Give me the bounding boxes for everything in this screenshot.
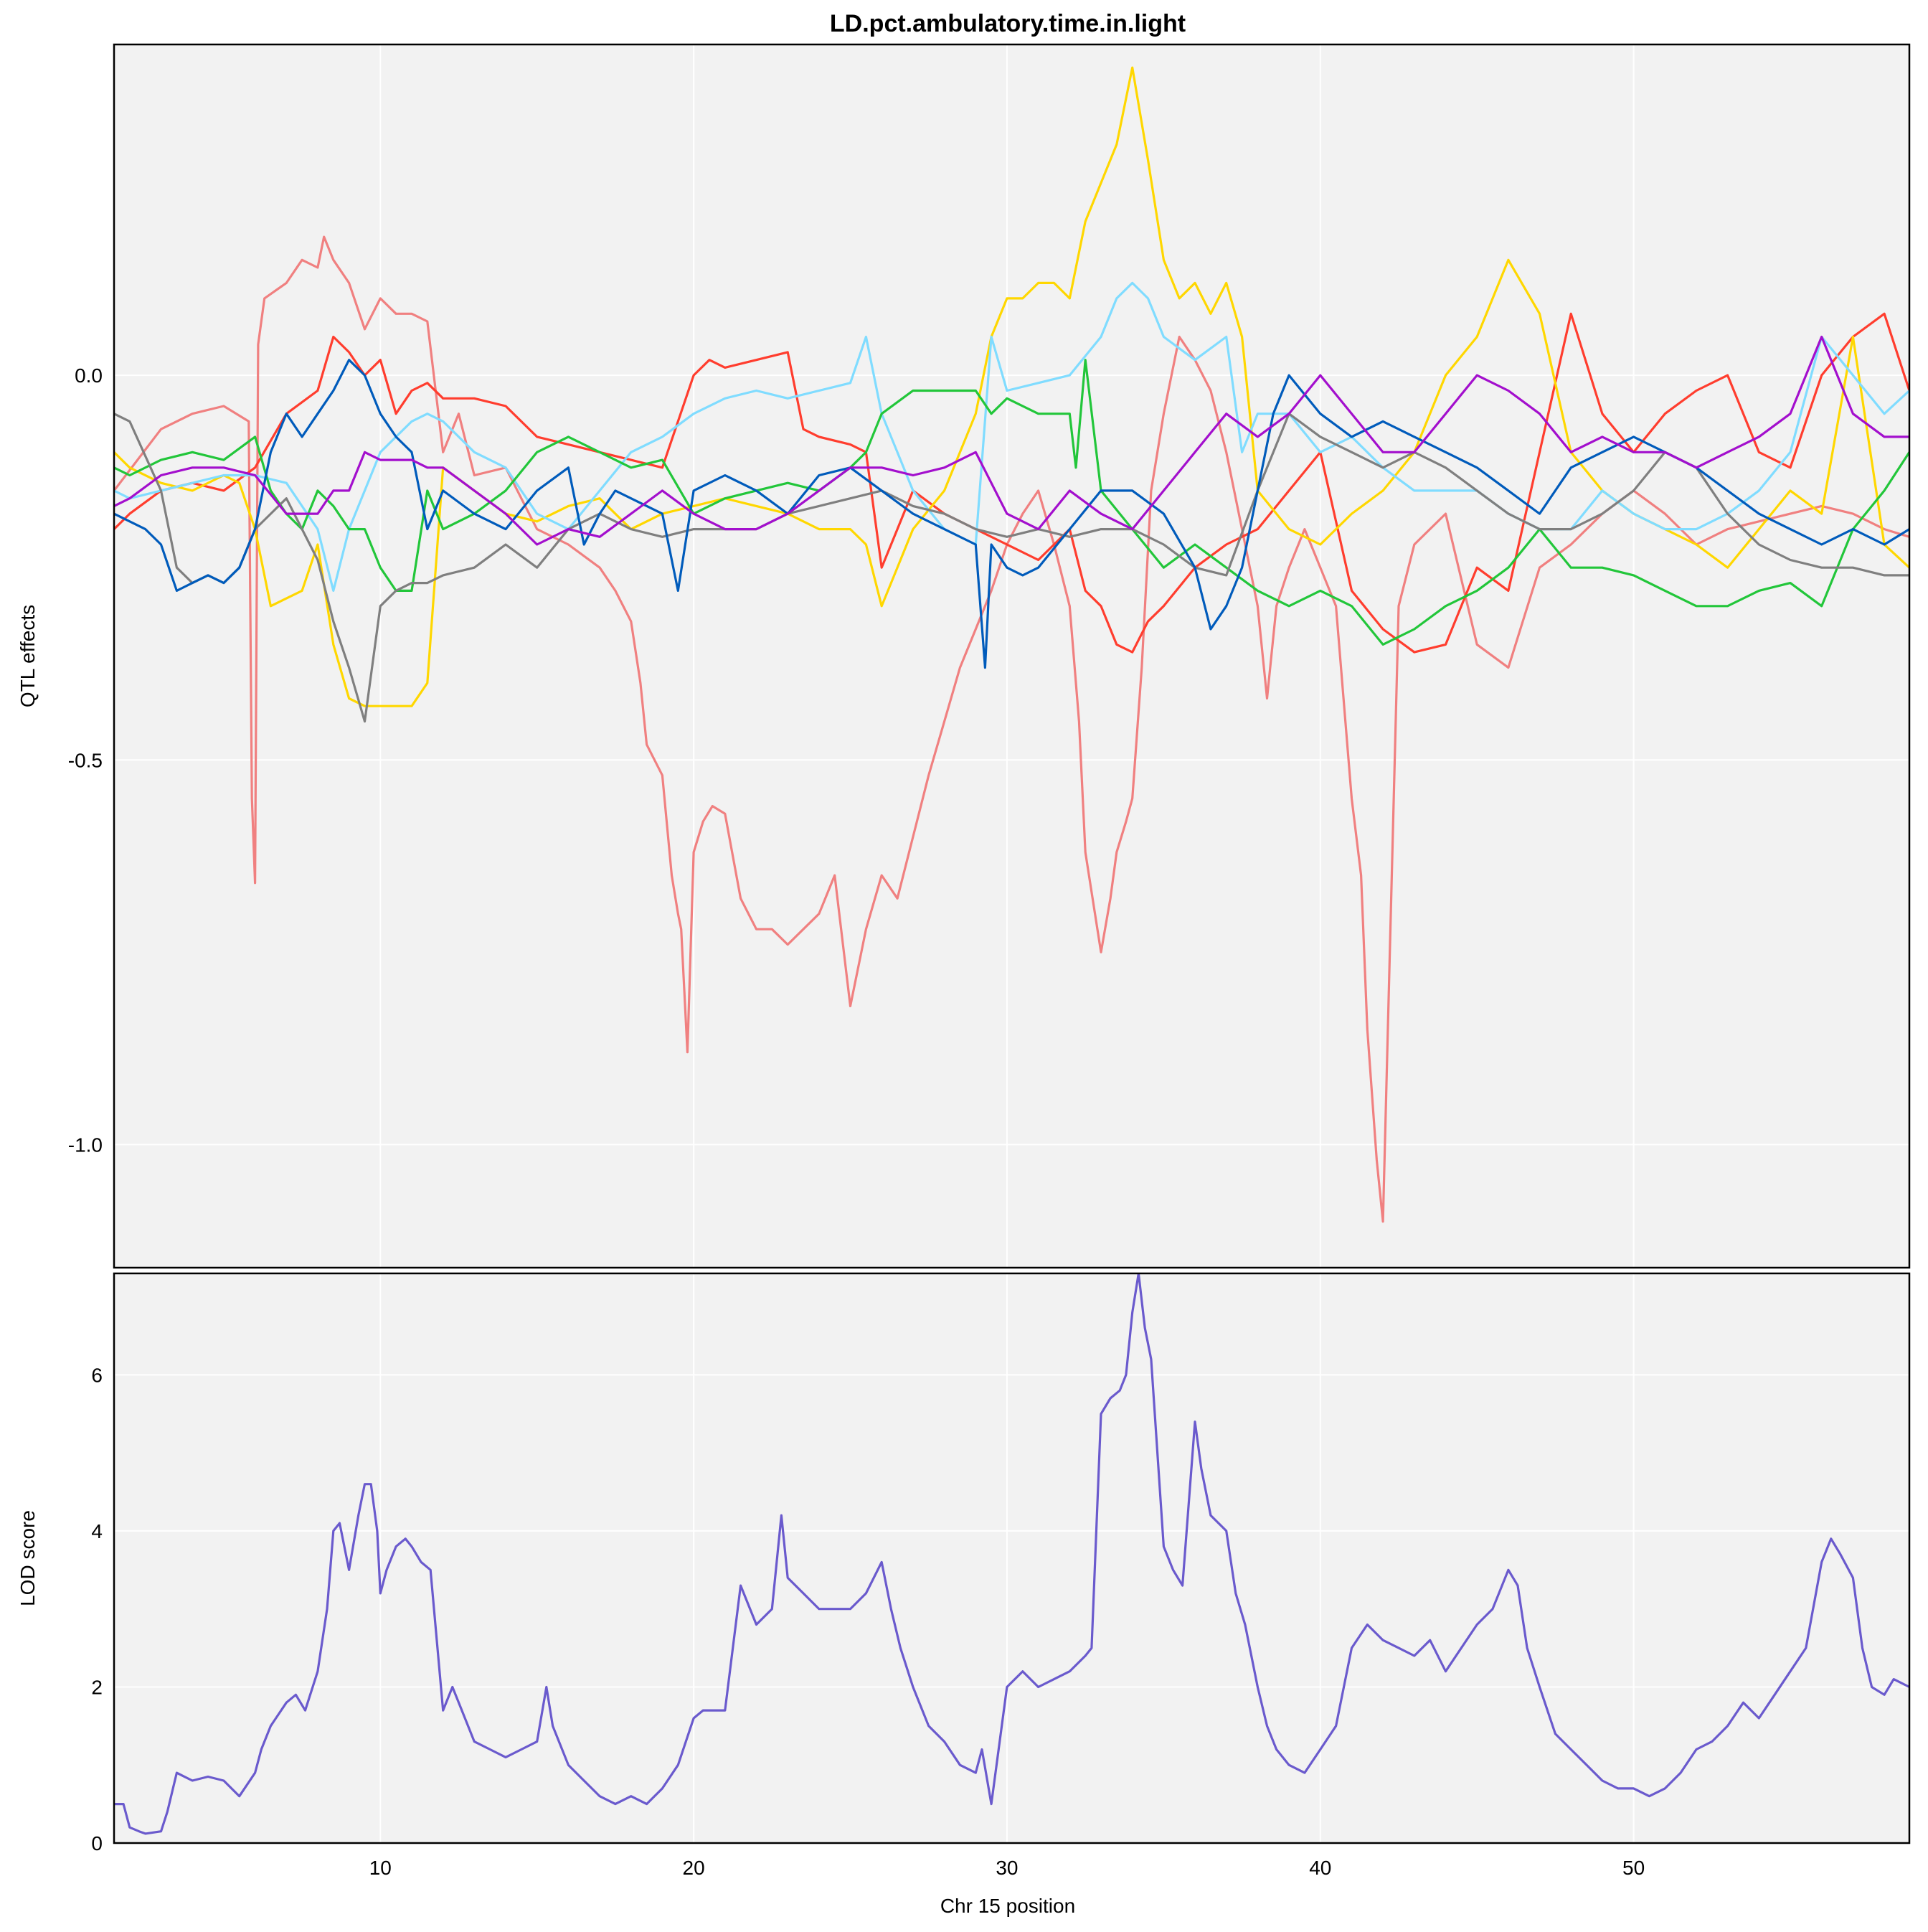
y-tick-label: 0.0 bbox=[75, 364, 103, 387]
series-group bbox=[114, 66, 1909, 1223]
series-line-2 bbox=[114, 66, 1909, 707]
plot-border bbox=[113, 1272, 1911, 1844]
plot-background bbox=[114, 1273, 1909, 1843]
chart-title: LD.pct.ambulatory.time.in.light bbox=[830, 10, 1186, 37]
series-line-6 bbox=[114, 359, 1909, 669]
y-axis-label: LOD score bbox=[16, 1510, 39, 1606]
series-line-0 bbox=[114, 235, 1909, 1223]
x-tick-label: 30 bbox=[996, 1857, 1018, 1879]
lod-panel: 0 2 4 6 10 20 30 40 50 LOD score bbox=[16, 1272, 1911, 1879]
x-axis-label: Chr 15 position bbox=[940, 1895, 1075, 1917]
effects-panel: -1.0 -0.5 0.0 QTL effects bbox=[16, 43, 1911, 1269]
y-tick-label: 2 bbox=[91, 1676, 103, 1698]
y-axis-label: QTL effects bbox=[16, 605, 39, 707]
y-tick-label: -0.5 bbox=[68, 749, 103, 771]
plot-border bbox=[113, 43, 1911, 1269]
y-tick-label: 0 bbox=[91, 1832, 103, 1855]
series-line-7 bbox=[114, 335, 1909, 546]
x-tick-label: 50 bbox=[1622, 1857, 1645, 1879]
x-tick-label: 10 bbox=[369, 1857, 392, 1879]
y-tick-label: 6 bbox=[91, 1364, 103, 1386]
plot-background bbox=[114, 44, 1909, 1268]
y-tick-label: -1.0 bbox=[68, 1134, 103, 1156]
x-tick-label: 40 bbox=[1309, 1857, 1331, 1879]
x-tick-label: 20 bbox=[683, 1857, 705, 1879]
series-group bbox=[114, 1273, 1909, 1835]
series-line-0 bbox=[114, 1273, 1909, 1835]
series-line-4 bbox=[114, 359, 1909, 646]
y-tick-label: 4 bbox=[91, 1520, 103, 1542]
